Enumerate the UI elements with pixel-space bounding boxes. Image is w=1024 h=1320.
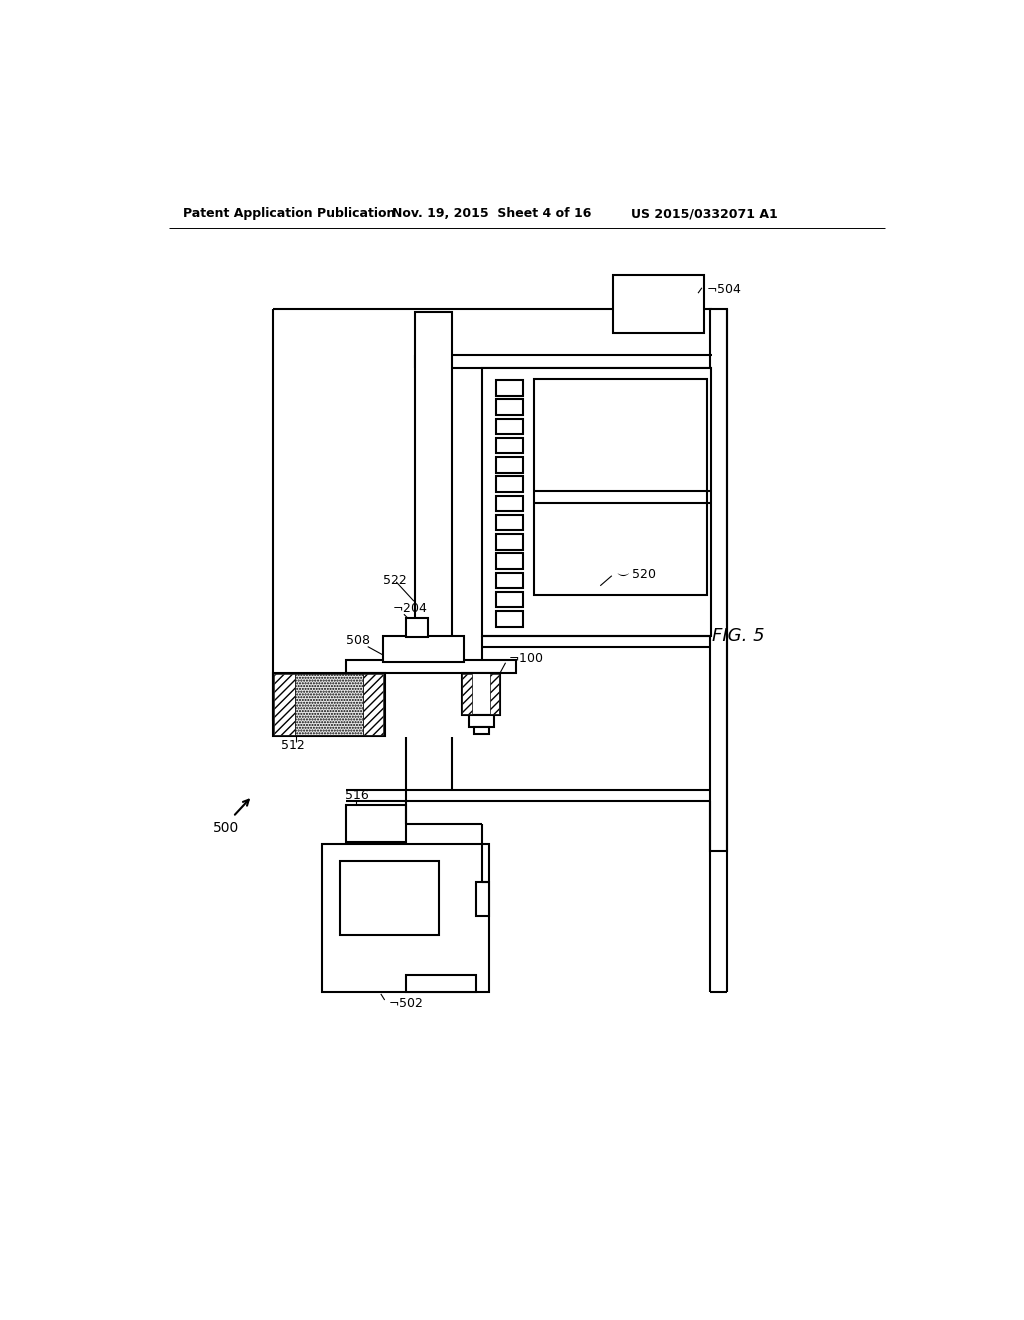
Bar: [273, 673, 295, 735]
Bar: [482, 368, 711, 636]
Text: Nov. 19, 2015  Sheet 4 of 16: Nov. 19, 2015 Sheet 4 of 16: [392, 207, 592, 220]
Bar: [322, 843, 489, 991]
Bar: [340, 861, 438, 935]
Bar: [497, 477, 523, 492]
Bar: [383, 636, 464, 661]
Bar: [364, 673, 383, 735]
Text: 522: 522: [383, 574, 407, 587]
Bar: [462, 673, 500, 715]
Bar: [497, 400, 523, 414]
Bar: [407, 618, 428, 638]
Bar: [497, 457, 523, 473]
Bar: [273, 673, 385, 737]
Bar: [497, 418, 523, 434]
Bar: [497, 380, 523, 396]
Bar: [497, 535, 523, 549]
Bar: [535, 379, 708, 595]
Bar: [416, 313, 453, 663]
Bar: [475, 882, 489, 916]
Text: $\mathsf{\smile}$520: $\mathsf{\smile}$520: [614, 568, 656, 581]
Bar: [346, 660, 515, 673]
Text: $\mathsf{\neg}$100: $\mathsf{\neg}$100: [508, 652, 544, 665]
Bar: [490, 673, 500, 714]
Bar: [497, 515, 523, 531]
Bar: [497, 553, 523, 569]
Bar: [474, 726, 489, 734]
Bar: [497, 438, 523, 453]
Text: 500: 500: [213, 821, 240, 836]
Bar: [346, 805, 407, 842]
Bar: [497, 611, 523, 627]
Text: 508: 508: [346, 634, 370, 647]
Bar: [295, 673, 364, 735]
Text: $\mathsf{\neg}$204: $\mathsf{\neg}$204: [392, 602, 428, 615]
Text: 516: 516: [345, 789, 369, 803]
Bar: [710, 309, 727, 851]
Text: $\mathsf{\neg}$504: $\mathsf{\neg}$504: [706, 284, 741, 296]
Bar: [469, 715, 494, 726]
Bar: [497, 496, 523, 511]
Bar: [463, 673, 472, 714]
Text: Patent Application Publication: Patent Application Publication: [183, 207, 395, 220]
Bar: [407, 974, 475, 991]
Text: 512: 512: [281, 739, 304, 751]
Text: FIG. 5: FIG. 5: [712, 627, 765, 644]
Text: $\mathsf{\neg}$502: $\mathsf{\neg}$502: [388, 998, 423, 1010]
Text: US 2015/0332071 A1: US 2015/0332071 A1: [631, 207, 778, 220]
Bar: [497, 573, 523, 589]
Bar: [497, 591, 523, 607]
Bar: [613, 276, 705, 333]
